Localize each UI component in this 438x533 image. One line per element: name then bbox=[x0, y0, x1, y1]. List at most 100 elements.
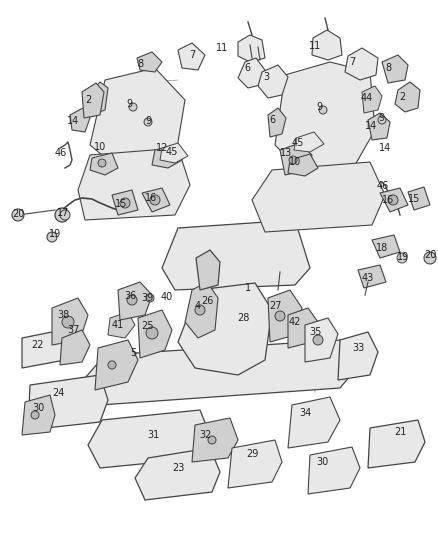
Circle shape bbox=[47, 232, 57, 242]
Polygon shape bbox=[382, 55, 408, 83]
Text: 43: 43 bbox=[362, 273, 374, 283]
Text: 46: 46 bbox=[55, 148, 67, 158]
Circle shape bbox=[289, 156, 297, 164]
Circle shape bbox=[313, 335, 323, 345]
Text: 20: 20 bbox=[424, 250, 436, 260]
Text: 11: 11 bbox=[309, 41, 321, 51]
Circle shape bbox=[62, 316, 74, 328]
Polygon shape bbox=[345, 48, 378, 80]
Circle shape bbox=[146, 294, 154, 302]
Polygon shape bbox=[137, 52, 162, 72]
Text: 24: 24 bbox=[52, 388, 64, 398]
Circle shape bbox=[150, 195, 160, 205]
Polygon shape bbox=[372, 235, 400, 258]
Text: 8: 8 bbox=[385, 63, 391, 73]
Text: 2: 2 bbox=[85, 95, 91, 105]
Polygon shape bbox=[78, 148, 190, 220]
Text: 2: 2 bbox=[399, 92, 405, 102]
Text: 1: 1 bbox=[245, 283, 251, 293]
Text: 30: 30 bbox=[32, 403, 44, 413]
Polygon shape bbox=[275, 62, 375, 170]
Polygon shape bbox=[338, 332, 378, 380]
Polygon shape bbox=[135, 448, 220, 500]
Polygon shape bbox=[162, 220, 310, 290]
Text: 12: 12 bbox=[156, 143, 168, 153]
Polygon shape bbox=[85, 340, 355, 405]
Text: 3: 3 bbox=[263, 72, 269, 82]
Polygon shape bbox=[112, 190, 138, 215]
Polygon shape bbox=[138, 310, 172, 358]
Text: 13: 13 bbox=[280, 148, 292, 158]
Polygon shape bbox=[288, 154, 318, 176]
Text: 6: 6 bbox=[244, 63, 250, 73]
Polygon shape bbox=[178, 283, 272, 375]
Polygon shape bbox=[178, 43, 205, 70]
Polygon shape bbox=[288, 308, 318, 348]
Polygon shape bbox=[380, 188, 408, 212]
Text: 27: 27 bbox=[269, 301, 281, 311]
Polygon shape bbox=[362, 86, 382, 113]
Text: 14: 14 bbox=[365, 121, 377, 131]
Text: 9: 9 bbox=[378, 113, 384, 123]
Text: 15: 15 bbox=[408, 194, 420, 204]
Text: 35: 35 bbox=[309, 327, 321, 337]
Text: 7: 7 bbox=[349, 57, 355, 67]
Text: 9: 9 bbox=[145, 116, 151, 126]
Text: 25: 25 bbox=[142, 321, 154, 331]
Text: 37: 37 bbox=[67, 325, 79, 335]
Polygon shape bbox=[185, 282, 218, 338]
Polygon shape bbox=[95, 340, 138, 390]
Polygon shape bbox=[52, 298, 88, 345]
Text: 46: 46 bbox=[377, 181, 389, 191]
Polygon shape bbox=[88, 82, 108, 115]
Text: 45: 45 bbox=[292, 138, 304, 148]
Circle shape bbox=[129, 103, 137, 111]
Polygon shape bbox=[192, 418, 238, 462]
Circle shape bbox=[98, 159, 106, 167]
Text: 9: 9 bbox=[126, 99, 132, 109]
Polygon shape bbox=[22, 395, 55, 435]
Text: 14: 14 bbox=[379, 143, 391, 153]
Circle shape bbox=[388, 195, 398, 205]
Polygon shape bbox=[268, 108, 286, 137]
Text: 23: 23 bbox=[172, 463, 184, 473]
Polygon shape bbox=[294, 132, 324, 152]
Polygon shape bbox=[22, 330, 68, 368]
Text: 19: 19 bbox=[49, 229, 61, 239]
Polygon shape bbox=[28, 375, 108, 430]
Text: 26: 26 bbox=[201, 296, 213, 306]
Polygon shape bbox=[238, 35, 265, 62]
Text: 42: 42 bbox=[289, 317, 301, 327]
Text: 17: 17 bbox=[57, 208, 69, 218]
Text: 16: 16 bbox=[145, 193, 157, 203]
Text: 40: 40 bbox=[161, 292, 173, 302]
Text: 28: 28 bbox=[237, 313, 249, 323]
Text: 32: 32 bbox=[200, 430, 212, 440]
Text: 31: 31 bbox=[147, 430, 159, 440]
Polygon shape bbox=[408, 187, 430, 210]
Text: 18: 18 bbox=[376, 243, 388, 253]
Polygon shape bbox=[90, 68, 185, 170]
Circle shape bbox=[397, 253, 407, 263]
Circle shape bbox=[275, 311, 285, 321]
Text: 6: 6 bbox=[269, 115, 275, 125]
Text: 15: 15 bbox=[115, 199, 127, 209]
Circle shape bbox=[378, 116, 386, 124]
Text: 34: 34 bbox=[299, 408, 311, 418]
Polygon shape bbox=[196, 250, 220, 290]
Text: 10: 10 bbox=[94, 142, 106, 152]
Polygon shape bbox=[60, 330, 90, 365]
Circle shape bbox=[146, 327, 158, 339]
Polygon shape bbox=[238, 58, 265, 88]
Polygon shape bbox=[288, 397, 340, 448]
Polygon shape bbox=[108, 312, 135, 338]
Text: 20: 20 bbox=[12, 209, 24, 219]
Polygon shape bbox=[258, 65, 288, 98]
Polygon shape bbox=[252, 162, 385, 232]
Circle shape bbox=[108, 361, 116, 369]
Text: 39: 39 bbox=[141, 293, 153, 303]
Polygon shape bbox=[160, 143, 188, 163]
Polygon shape bbox=[228, 440, 282, 488]
Polygon shape bbox=[142, 188, 170, 212]
Polygon shape bbox=[305, 318, 338, 362]
